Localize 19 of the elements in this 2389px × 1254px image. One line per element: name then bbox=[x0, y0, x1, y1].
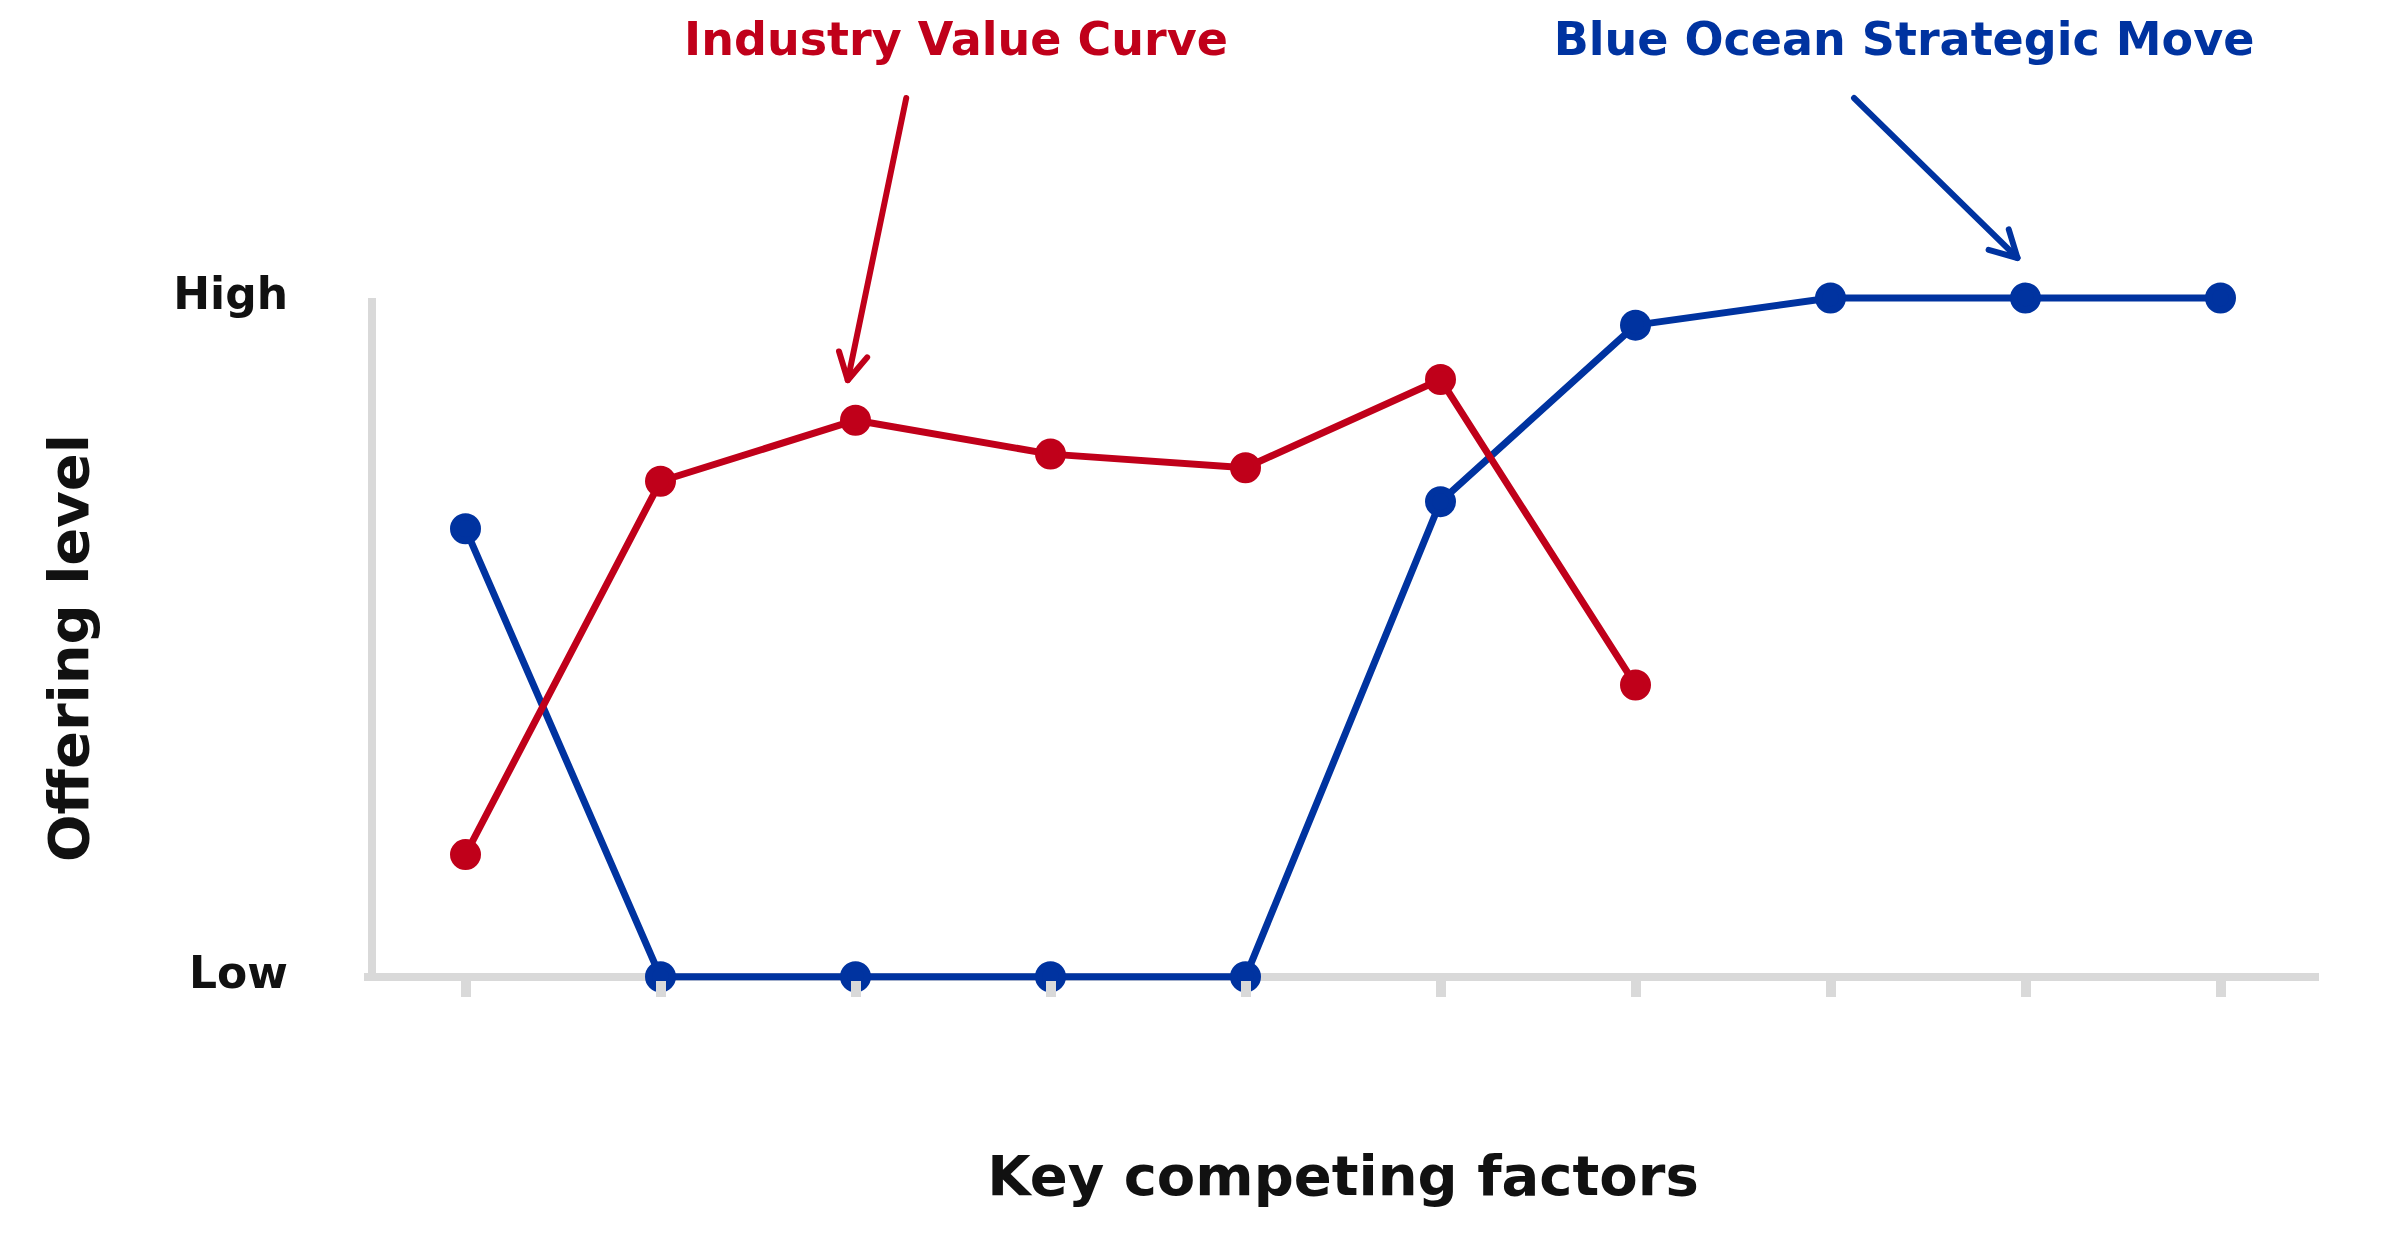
y-axis-title: Offering level bbox=[35, 433, 101, 863]
point bbox=[2205, 282, 2236, 314]
point bbox=[1425, 363, 1456, 395]
text: Low bbox=[189, 947, 288, 999]
text: Blue Ocean Strategic Move bbox=[1553, 11, 2255, 66]
point bbox=[1620, 309, 1651, 341]
point bbox=[1035, 438, 1066, 470]
point bbox=[1230, 452, 1261, 484]
point bbox=[2010, 282, 2041, 314]
point bbox=[840, 404, 871, 436]
point bbox=[1815, 282, 1846, 314]
text: Industry Value Curve bbox=[684, 11, 1228, 66]
point bbox=[1620, 669, 1651, 701]
x-axis-title: Key competing factors bbox=[987, 1142, 1699, 1208]
point bbox=[450, 839, 481, 871]
point bbox=[1425, 486, 1456, 518]
point bbox=[645, 465, 676, 497]
point bbox=[450, 513, 481, 545]
text: High bbox=[173, 268, 288, 320]
